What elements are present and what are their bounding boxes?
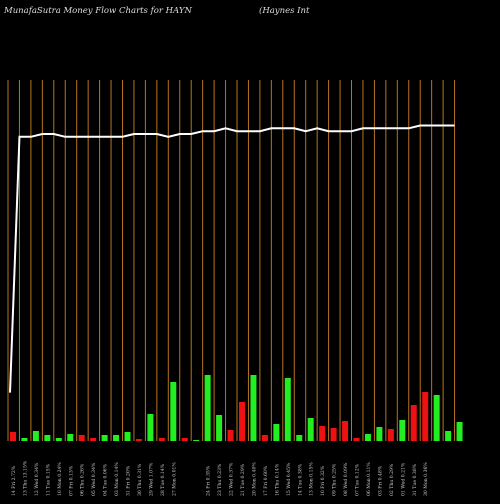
money-flow-bar-down bbox=[78, 435, 85, 441]
money-flow-bar-up bbox=[193, 440, 200, 441]
money-flow-bar-down bbox=[353, 438, 360, 441]
money-flow-bar-up bbox=[284, 378, 291, 441]
money-flow-bar-up bbox=[44, 435, 51, 441]
money-flow-bar-up bbox=[124, 432, 131, 441]
x-tick-label: 01 Wed 0.21% bbox=[400, 462, 406, 496]
x-tick-label: 10 Mon 0.24% bbox=[57, 462, 63, 496]
x-tick-label: 12 Wed 0.34% bbox=[34, 462, 40, 496]
x-tick-label: 13 Thu 13.15% bbox=[22, 460, 28, 496]
money-flow-bar-down bbox=[422, 392, 429, 441]
x-tick-label: 31 Fri 0.20% bbox=[126, 465, 132, 496]
money-flow-bar-down bbox=[158, 438, 165, 441]
money-flow-bar-down bbox=[319, 426, 326, 441]
x-tick-label: 10 Fri 0.32% bbox=[320, 465, 326, 496]
money-flow-bar-up bbox=[67, 434, 74, 441]
money-flow-bar-up bbox=[296, 435, 303, 441]
x-tick-label: 15 Wed 0.45% bbox=[286, 462, 292, 496]
price-line bbox=[9, 124, 455, 393]
money-flow-bar-down bbox=[227, 430, 234, 441]
money-flow-bar-up bbox=[273, 424, 280, 441]
x-tick-label: 07 Tue 0.12% bbox=[355, 463, 361, 496]
x-tick-label: 09 Thu 0.25% bbox=[332, 463, 338, 496]
x-tick-label: 06 Thu 0.26% bbox=[80, 463, 86, 496]
x-tick-label: 24 Fri 0.35% bbox=[206, 465, 212, 496]
money-flow-bar-down bbox=[90, 438, 97, 441]
money-flow-bar-up bbox=[101, 435, 108, 441]
x-tick-label: 14 Fri 2.72% bbox=[11, 465, 17, 496]
money-flow-bar-up bbox=[250, 375, 257, 441]
x-tick-label: 17 Fri 0.60% bbox=[263, 465, 269, 496]
x-tick-label: 03 Mon 0.14% bbox=[114, 462, 120, 496]
money-flow-bar-up bbox=[32, 431, 39, 441]
money-flow-bar-up bbox=[364, 434, 371, 441]
money-flow-bar-up bbox=[216, 415, 223, 441]
money-flow-bar-down bbox=[342, 421, 349, 441]
money-flow-bar-down bbox=[261, 435, 268, 441]
money-flow-bar-down bbox=[330, 428, 337, 441]
x-tick-label: 16 Thu 0.14% bbox=[274, 463, 280, 496]
money-flow-bar-up bbox=[147, 414, 154, 441]
x-tick-label: 03 Fri 0.48% bbox=[377, 465, 383, 496]
x-tick-label: 28 Tue 0.14% bbox=[160, 463, 166, 496]
money-flow-bar-up bbox=[433, 395, 440, 441]
x-tick-label: 14 Tue 0.38% bbox=[297, 463, 303, 496]
x-tick-label: 13 Mon 0.15% bbox=[309, 462, 315, 496]
money-flow-bar-up bbox=[456, 422, 463, 441]
x-tick-label: 29 Wed 1.07% bbox=[148, 462, 154, 496]
money-flow-bar-up bbox=[307, 418, 314, 441]
money-flow-bar-up bbox=[55, 438, 62, 441]
chart-title: MunafaSutra Money Flow Charts for HAYN bbox=[4, 6, 192, 16]
money-flow-bar-down bbox=[239, 402, 245, 441]
money-flow-bar-down bbox=[181, 438, 188, 441]
x-tick-label: 30 Mon 0.36% bbox=[423, 462, 429, 496]
x-tick-label: 30 Thu 0.31% bbox=[137, 463, 143, 496]
x-tick-label: 21 Tue 0.29% bbox=[240, 463, 246, 496]
money-flow-bar-up bbox=[113, 435, 120, 441]
money-flow-bar-up bbox=[204, 375, 211, 441]
x-tick-label: 05 Wed 0.34% bbox=[91, 462, 97, 496]
x-tick-label: 27 Mon 0.01% bbox=[171, 462, 177, 496]
money-flow-bar-down bbox=[410, 405, 417, 441]
money-flow-bar-up bbox=[445, 431, 452, 441]
x-tick-label: 07 Fri 0.13% bbox=[68, 465, 74, 496]
x-tick-label: 02 Thu 0.29% bbox=[389, 463, 395, 496]
x-tick-label: 08 Wed 0.09% bbox=[343, 462, 349, 496]
money-flow-bar-up bbox=[21, 438, 28, 441]
x-tick-label: 04 Tue 0.06% bbox=[103, 463, 109, 496]
money-flow-bar-down bbox=[135, 439, 142, 441]
money-flow-bar-up bbox=[376, 427, 383, 441]
money-flow-bar-down bbox=[10, 432, 16, 441]
money-flow-bar-up bbox=[399, 420, 406, 441]
x-tick-label: 06 Mon 0.11% bbox=[366, 462, 372, 496]
x-tick-label: 11 Tue 0.15% bbox=[45, 463, 51, 496]
company-name: (Haynes Int bbox=[259, 6, 310, 16]
x-tick-label: 22 Wed 0.37% bbox=[229, 462, 235, 496]
money-flow-bar-down bbox=[387, 429, 394, 441]
x-tick-label: 23 Thu 0.23% bbox=[217, 463, 223, 496]
x-tick-label: 31 Tue 0.38% bbox=[412, 463, 418, 496]
money-flow-bar-up bbox=[170, 382, 177, 441]
x-tick-label: 20 Mon 0.40% bbox=[251, 462, 257, 496]
